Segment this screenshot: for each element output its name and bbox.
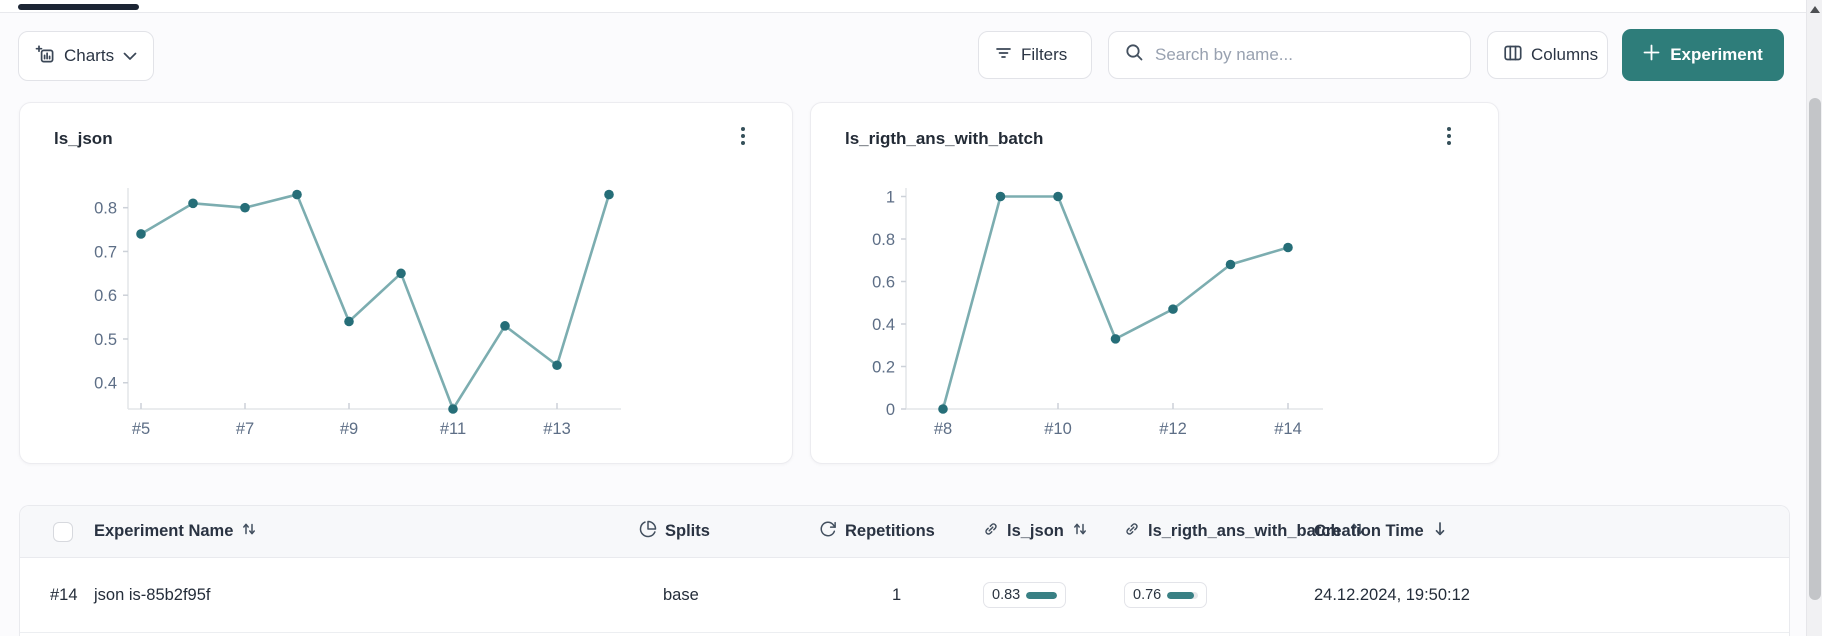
header-label: ls_rigth_ans_with_batch (1148, 522, 1341, 540)
svg-text:0.4: 0.4 (94, 375, 117, 393)
experiment-index: #14 (50, 585, 78, 604)
svg-text:#7: #7 (236, 420, 254, 438)
svg-text:#12: #12 (1159, 420, 1187, 438)
repeat-icon (819, 520, 837, 543)
metric-value: 0.76 (1133, 587, 1162, 603)
filters-button-label: Filters (1021, 45, 1068, 64)
row-creation-time-cell: 24.12.2024, 19:50:12 (1314, 558, 1470, 632)
sort-both-icon (1349, 521, 1365, 542)
svg-text:#14: #14 (1274, 420, 1302, 438)
svg-text:0.2: 0.2 (872, 359, 895, 377)
scrollbar-up-arrow-icon[interactable] (1807, 0, 1822, 18)
chart-card-ls-json: 0.8 0.7 0.6 0.5 0.4 #5 #7 #9 #11 #13 ls_json (19, 102, 793, 464)
svg-text:0.6: 0.6 (872, 274, 895, 292)
scrollbar-thumb[interactable] (1809, 98, 1821, 600)
sort-desc-icon (1432, 520, 1448, 543)
columns-button[interactable]: Columns (1487, 31, 1608, 79)
row-repetitions-cell: 1 (892, 558, 901, 632)
svg-text:#11: #11 (440, 420, 466, 438)
header-splits: Splits (639, 506, 710, 557)
link-icon (1124, 521, 1140, 542)
columns-button-label: Columns (1531, 45, 1599, 64)
select-all-cell (53, 506, 73, 557)
metric-progress-bar (1026, 591, 1058, 599)
experiments-table: Experiment Name Splits (19, 505, 1790, 636)
select-all-checkbox[interactable] (53, 521, 73, 542)
chart-menu-kebab-icon[interactable] (726, 119, 760, 153)
plus-icon (1643, 44, 1660, 66)
svg-text:#5: #5 (132, 420, 150, 438)
sort-both-icon (241, 521, 257, 542)
svg-text:0.8: 0.8 (872, 231, 895, 249)
sort-both-icon (1072, 521, 1088, 542)
header-label: Creation Time (1314, 522, 1424, 540)
metric-badge-ls-rigth-ans-with-batch: 0.76 (1124, 582, 1208, 608)
svg-text:0.5: 0.5 (94, 331, 117, 349)
search-box (1108, 31, 1471, 79)
header-creation-time[interactable]: Creation Time (1314, 506, 1448, 557)
charts-button-label: Charts (64, 46, 115, 65)
add-chart-icon (35, 44, 55, 69)
experiment-button-label: Experiment (1670, 45, 1763, 64)
metric-value: 0.83 (992, 587, 1021, 603)
chart-card-ls-rigth-ans-with-batch: 1 0.8 0.6 0.4 0.2 0 #8 #10 #12 #14 ls_rigth_ans_w… (810, 102, 1499, 464)
metric-badge-ls-json: 0.83 (983, 582, 1067, 608)
search-icon (1125, 43, 1144, 67)
svg-text:0.4: 0.4 (872, 316, 895, 334)
active-tab-indicator (18, 4, 139, 10)
header-ls-rigth-ans-with-batch[interactable]: ls_rigth_ans_with_batch (1124, 506, 1365, 557)
vertical-scrollbar (1806, 0, 1822, 636)
svg-text:#13: #13 (543, 420, 571, 438)
header-label: Repetitions (845, 522, 935, 540)
row-ls-rigth-ans-with-batch-cell: 0.76 (1124, 558, 1208, 632)
table-header-row: Experiment Name Splits (20, 506, 1789, 558)
search-input[interactable] (1155, 45, 1454, 65)
row-splits-cell: base (663, 558, 699, 632)
header-ls-json[interactable]: ls_json (983, 506, 1088, 557)
svg-text:#9: #9 (340, 420, 358, 438)
chart-title: ls_rigth_ans_with_batch (845, 129, 1044, 148)
svg-text:#10: #10 (1044, 420, 1072, 438)
new-experiment-button[interactable]: Experiment (1622, 29, 1784, 81)
svg-text:0.8: 0.8 (94, 200, 117, 218)
svg-text:1: 1 (886, 189, 895, 207)
pie-chart-icon (639, 520, 657, 543)
experiment-name: json is-85b2f95f (94, 585, 211, 604)
chevron-down-icon (123, 46, 137, 66)
svg-text:#8: #8 (934, 420, 952, 438)
table-row[interactable]: #14 json is-85b2f95f base 1 0.83 0.76 24… (20, 558, 1789, 633)
line-chart-ls-json: 0.8 0.7 0.6 0.5 0.4 #5 #7 #9 #11 #13 (94, 188, 621, 438)
header-label: ls_json (1007, 522, 1064, 540)
top-strip (0, 0, 1822, 13)
charts-dropdown-button[interactable]: Charts (18, 31, 155, 81)
header-repetitions: Repetitions (819, 506, 935, 557)
row-ls-json-cell: 0.83 (983, 558, 1067, 632)
header-experiment-name[interactable]: Experiment Name (94, 506, 257, 557)
chart-menu-kebab-icon[interactable] (1432, 119, 1466, 153)
header-label: Splits (665, 522, 710, 540)
splits-value: base (663, 585, 699, 604)
line-chart-ls-rigth-ans-with-batch: 1 0.8 0.6 0.4 0.2 0 #8 #10 #12 #14 (872, 188, 1323, 438)
chart-title: ls_json (54, 129, 113, 148)
metric-progress-bar (1167, 591, 1199, 599)
svg-text:0.6: 0.6 (94, 287, 117, 305)
svg-text:0: 0 (886, 401, 895, 419)
link-icon (983, 521, 999, 542)
columns-icon (1504, 45, 1522, 66)
creation-time-value: 24.12.2024, 19:50:12 (1314, 585, 1470, 604)
filters-button[interactable]: Filters (978, 31, 1092, 79)
row-name-cell[interactable]: json is-85b2f95f (94, 558, 211, 632)
svg-text:0.7: 0.7 (94, 243, 117, 261)
header-label: Experiment Name (94, 522, 234, 540)
row-index-cell: #14 (50, 558, 78, 632)
filter-lines-icon (995, 45, 1012, 65)
repetitions-value: 1 (892, 585, 902, 604)
